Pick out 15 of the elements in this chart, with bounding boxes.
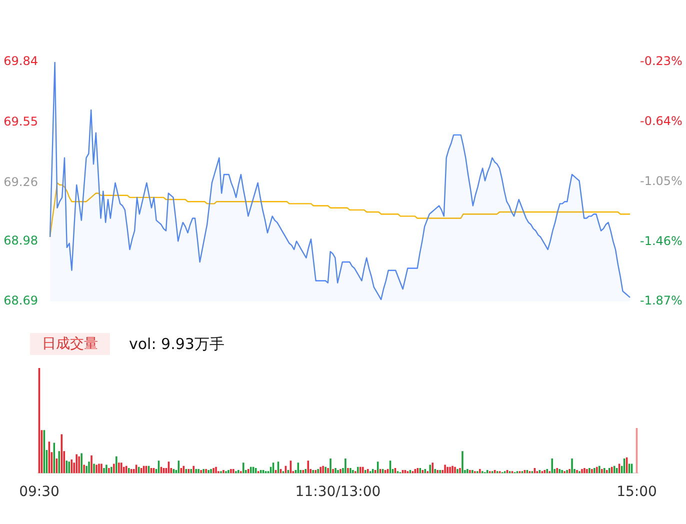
y2-tick-label: -0.64% [640, 114, 682, 128]
y2-tick-label: -1.46% [640, 234, 682, 248]
x-tick-label: 11:30/13:00 [295, 484, 381, 500]
chart-subtitle: vol: 9.93万手 [129, 334, 224, 355]
y2-tick-label: -1.05% [640, 174, 682, 188]
y2-tick-label: -0.23% [640, 54, 682, 68]
y-tick-label: 69.26 [4, 174, 38, 189]
y2-tick-label: -1.87% [640, 294, 682, 308]
chart-title: 日成交量 [30, 333, 110, 355]
y-tick-label: 68.69 [4, 294, 38, 308]
x-tick-label: 09:30 [19, 484, 60, 500]
x-tick-label: 15:00 [616, 484, 657, 500]
y-tick-label: 68.98 [4, 233, 38, 248]
y-tick-label: 69.84 [4, 54, 38, 68]
y-tick-label: 69.55 [4, 114, 38, 129]
